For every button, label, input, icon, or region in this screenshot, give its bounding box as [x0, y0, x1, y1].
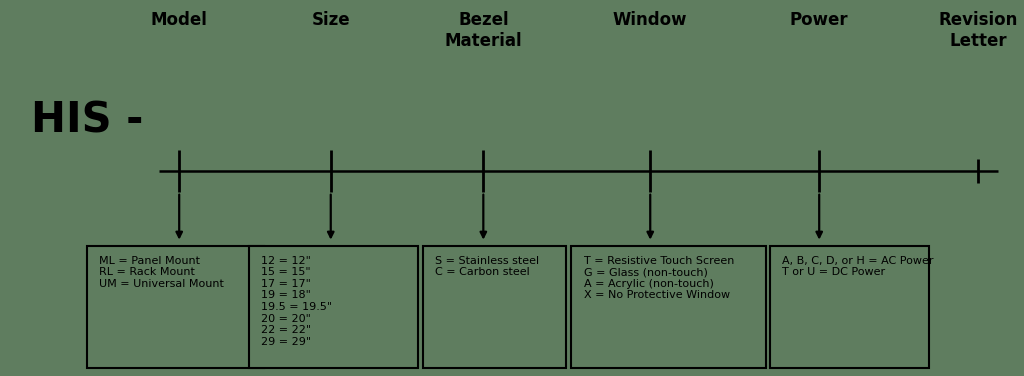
Bar [249, 246, 418, 368]
Bar [423, 246, 566, 368]
Text: ML = Panel Mount
RL = Rack Mount
UM = Universal Mount: ML = Panel Mount RL = Rack Mount UM = Un… [99, 256, 224, 289]
Text: Model: Model [151, 11, 208, 29]
Text: Window: Window [613, 11, 687, 29]
Text: Revision
Letter: Revision Letter [938, 11, 1018, 50]
Bar [87, 246, 264, 368]
Text: HIS -: HIS - [31, 99, 143, 141]
Text: T = Resistive Touch Screen
G = Glass (non-touch)
A = Acrylic (non-touch)
X = No : T = Resistive Touch Screen G = Glass (no… [584, 256, 734, 300]
Text: Bezel
Material: Bezel Material [444, 11, 522, 50]
Text: 12 = 12"
15 = 15"
17 = 17"
19 = 18"
19.5 = 19.5"
20 = 20"
22 = 22"
29 = 29": 12 = 12" 15 = 15" 17 = 17" 19 = 18" 19.5… [261, 256, 332, 347]
Bar [571, 246, 766, 368]
Text: A, B, C, D, or H = AC Power
T or U = DC Power: A, B, C, D, or H = AC Power T or U = DC … [782, 256, 934, 277]
Text: Size: Size [311, 11, 350, 29]
Text: Power: Power [790, 11, 849, 29]
Text: S = Stainless steel
C = Carbon steel: S = Stainless steel C = Carbon steel [435, 256, 540, 277]
Bar [770, 246, 929, 368]
